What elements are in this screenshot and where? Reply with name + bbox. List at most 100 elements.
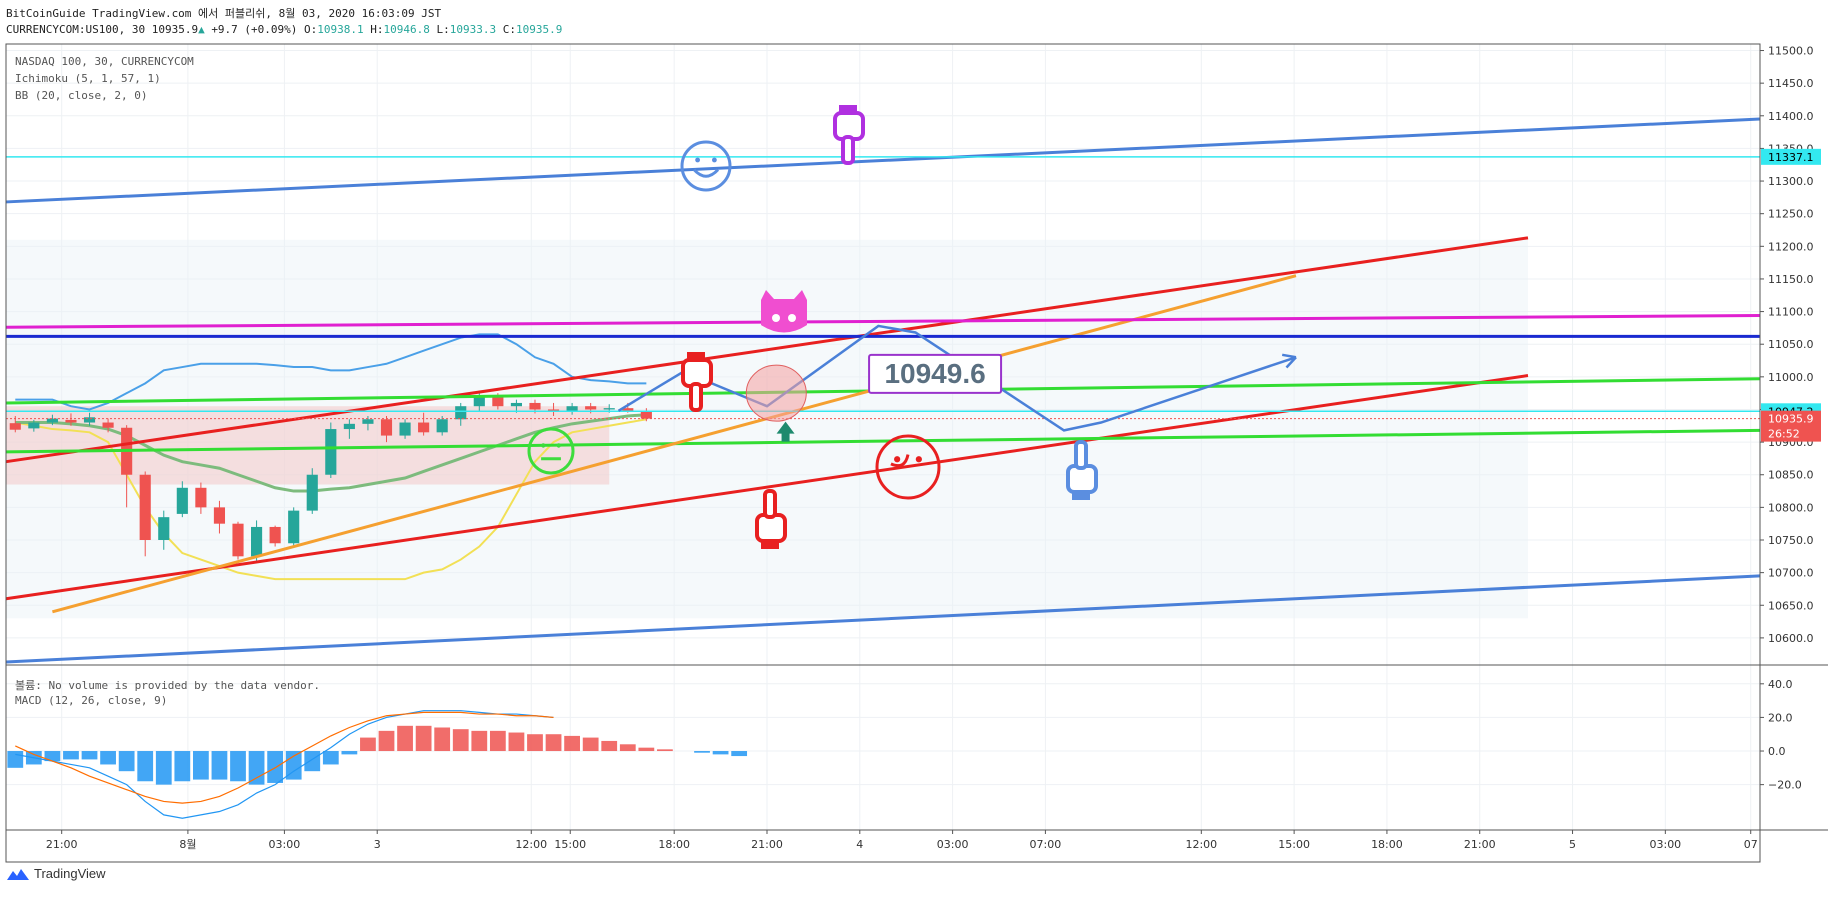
price-tick-label: 11050.0 [1768, 338, 1814, 351]
candle-body [585, 406, 597, 410]
trend-line-blue-channel-upper [5, 117, 1761, 204]
macd-histogram-bar [415, 725, 432, 752]
candle-body [380, 419, 393, 436]
price-tick-label: 11450.0 [1768, 77, 1814, 90]
pointing-hand-icon-finger [1074, 440, 1088, 470]
macd-histogram-bar [694, 751, 710, 753]
macd-histogram-bar [564, 735, 580, 752]
macd-histogram-bar [174, 751, 191, 782]
time-tick-label: 03:00 [269, 838, 301, 851]
macd-histogram-bar [508, 732, 525, 752]
cat-sticker-head [761, 290, 807, 333]
last-price: 10935.9 [151, 23, 199, 36]
time-tick-label: 03:00 [1649, 838, 1681, 851]
confused-face-icon-eye [915, 456, 922, 463]
legend-main-symbol[interactable]: NASDAQ 100, 30, CURRENCYCOM [15, 55, 194, 68]
time-tick-label: 03:00 [937, 838, 969, 851]
macd-histogram-bar [341, 751, 358, 755]
price-tick-label: 11000.0 [1768, 371, 1814, 384]
symbol-ohlc-bar: CURRENCYCOM:US100, 30 10935.9▲ +9.7 (+0.… [6, 23, 563, 36]
candle-body [213, 507, 226, 524]
cat-sticker-eye [788, 314, 796, 322]
macd-histogram-bar [601, 740, 618, 752]
macd-histogram-bar [545, 734, 562, 752]
confused-face-icon-eye [894, 456, 901, 463]
macd-histogram-bar [378, 730, 395, 752]
time-tick-label: 8월 [179, 838, 196, 851]
pointing-hand-icon-cuff [839, 105, 857, 113]
symbol-label: CURRENCYCOM:US100, 30 [6, 23, 146, 36]
price-tick-label: 10750.0 [1768, 534, 1814, 547]
legend-bollinger[interactable]: BB (20, close, 2, 0) [15, 89, 148, 102]
neutral-face-icon-face [527, 427, 575, 475]
candle-body [65, 419, 77, 423]
candle-body [102, 422, 114, 428]
candle-body [529, 402, 541, 410]
price-tick-label: 11200.0 [1768, 240, 1814, 253]
smiley-icon-mouth [692, 168, 720, 178]
macd-histogram-bar [638, 747, 655, 752]
confused-face-icon [875, 434, 941, 500]
candle-body [603, 408, 615, 410]
candle-body [46, 418, 58, 423]
macd-tick-label: 40.0 [1768, 678, 1793, 691]
buy-arrow-icon [776, 421, 795, 442]
macd-histogram-bar [63, 751, 79, 760]
legend-ichimoku[interactable]: Ichimoku (5, 1, 57, 1) [15, 72, 161, 85]
price-badge [1761, 148, 1821, 165]
macd-tick-label: −20.0 [1768, 779, 1802, 792]
macd-histogram-bar [434, 727, 451, 752]
candle-body [510, 402, 522, 407]
time-tick-label: 12:00 [1185, 838, 1217, 851]
legend-macd[interactable]: MACD (12, 26, close, 9) [15, 694, 168, 707]
trend-line-red-channel-upper [5, 236, 1529, 464]
macd-histogram-bar [137, 751, 154, 782]
candle-body [232, 523, 244, 557]
price-tick-label: 11250.0 [1768, 208, 1814, 221]
pointing-hand-icon-cuff [687, 352, 705, 360]
price-tick-label: 10800.0 [1768, 501, 1814, 514]
time-tick-label: 3 [374, 838, 381, 851]
chart-publish-info: BitCoinGuide TradingView.com 에서 퍼블리쉬, 8월… [6, 7, 442, 20]
confused-face-icon-mouth [890, 454, 910, 468]
pointing-hand-icon-cuff [761, 541, 779, 549]
macd-histogram-bar [619, 744, 636, 752]
price-tick-label: 10700.0 [1768, 567, 1814, 580]
pointing-hand-icon-finger [689, 382, 703, 412]
macd-histogram-bar [657, 749, 673, 752]
price-callout: 10949.6 [868, 353, 1003, 394]
macd-histogram-bar [155, 751, 172, 785]
low-value: 10933.3 [449, 23, 497, 36]
candle-body [473, 396, 485, 407]
price-badge-label: 11337.1 [1768, 151, 1814, 164]
price-callout-text: 10949.6 [884, 358, 985, 389]
macd-histogram-bar [731, 751, 748, 757]
tradingview-logo-icon [7, 868, 29, 880]
macd-tick-label: 20.0 [1768, 711, 1793, 724]
price-badge [1761, 425, 1821, 442]
macd-histogram-bar [322, 751, 339, 765]
macd-histogram-bar [193, 751, 209, 780]
time-tick-label: 07 [1744, 838, 1758, 851]
time-tick-label: 15:00 [1278, 838, 1310, 851]
time-tick-label: 21:00 [751, 838, 783, 851]
candle-body [28, 422, 40, 429]
pointing-hand-icon [681, 352, 713, 412]
macd-histogram-bar [44, 751, 61, 762]
candle-body [418, 422, 430, 433]
candle-body [83, 417, 96, 423]
macd-histogram-bar [118, 751, 135, 772]
legend-volume-note: 볼륨: No volume is provided by the data ve… [15, 679, 321, 692]
macd-histogram-bar [452, 729, 469, 752]
candle-body [9, 423, 21, 430]
macd-histogram-bar [397, 725, 413, 752]
tradingview-footer[interactable]: TradingView [6, 866, 106, 881]
bollinger-lower-line [15, 418, 647, 581]
pointing-hand-icon-finger [841, 135, 855, 165]
candle-body [325, 429, 337, 475]
time-tick-label: 18:00 [658, 838, 690, 851]
time-tick-label: 21:00 [46, 838, 78, 851]
close-value: 10935.9 [515, 23, 563, 36]
price-tick-label: 10650.0 [1768, 599, 1814, 612]
